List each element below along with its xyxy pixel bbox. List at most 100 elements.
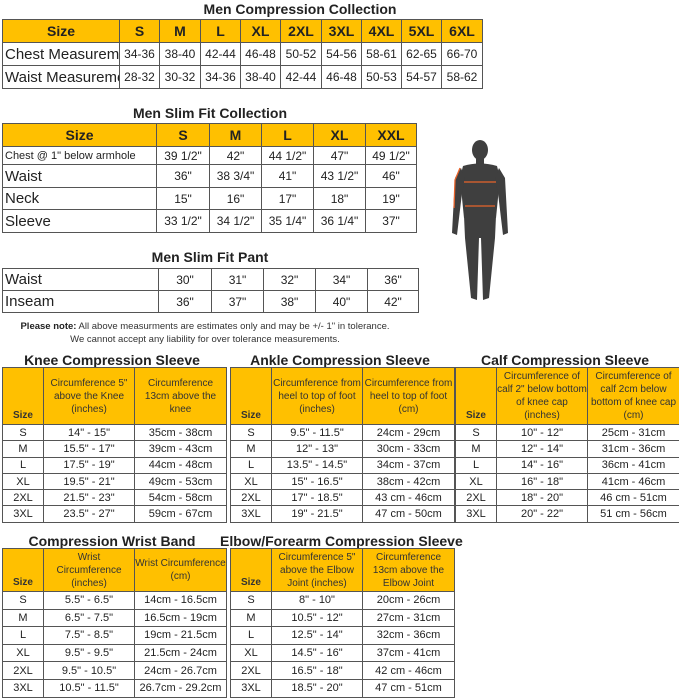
header-row: Size Circumference 5" above the Elbow Joi… [230,548,455,592]
size-cell: 2XL [230,489,272,507]
note-line1: All above measurments are estimates only… [76,321,390,332]
table-row: Waist 36" 38 3/4" 41" 43 1/2" 46" [2,164,417,188]
table-cell: 17" [261,187,314,210]
table-cell: 34-36 [200,65,241,89]
table-cell: 50-53 [361,65,402,89]
table-row: L 17.5" - 19" 44cm - 48cm [2,456,227,474]
table-cell: 46-48 [321,65,362,89]
table-cell: 41" [261,164,314,188]
table-cell: 41cm - 46cm [587,472,679,491]
calf-size-table: Size Circumference of calf 2" below botto… [455,367,679,523]
size-cell: M [2,608,44,628]
table-cell: 42-44 [280,65,322,89]
header-row: Size Circumference 5" above the Knee (inc… [2,367,227,425]
size-header: M [159,19,201,43]
size-cell: XL [230,472,272,491]
table-cell: 16.5cm - 19cm [134,608,227,628]
size-cell: L [230,626,272,645]
table-cell: 47 cm - 51cm [362,678,455,698]
knee-size-table: Size Circumference 5" above the Knee (inc… [2,367,227,523]
table-row: Waist Measurement28-3230-3234-3638-4042-… [2,65,483,89]
row-label: Waist [2,268,159,291]
size-cell: L [230,456,272,474]
knee-title: Knee Compression Sleeve [24,352,200,368]
table-cell: 36cm - 41cm [587,456,679,474]
column-header: Circumference of calf 2cm below bottom o… [587,367,679,425]
table-cell: 38-40 [240,65,281,89]
size-cell: XL [230,643,272,663]
table-cell: 5.5" - 6.5" [43,591,135,610]
table-cell: 38cm - 42cm [362,472,455,491]
table-row: S 9.5" - 11.5" 24cm - 29cm [230,423,455,442]
table-cell: 19.5" - 21" [43,472,135,491]
table-cell: 51 cm - 56cm [587,505,679,523]
tolerance-note: Please note: All above measurments are e… [5,320,405,346]
table-cell: 17.5" - 19" [43,456,135,474]
table-cell: 36" [158,290,212,313]
table-cell: 36" [156,164,210,188]
table-row: S 10" - 12" 25cm - 31cm [455,423,679,442]
table-row: 2XL 16.5" - 18" 42 cm - 46cm [230,661,455,680]
size-cell: 2XL [230,661,272,680]
table-cell: 20" - 22" [496,505,588,523]
table-cell: 54cm - 58cm [134,489,227,507]
table-cell: 12" - 13" [271,440,363,458]
size-cell: XL [2,472,44,491]
table-cell: 26.7cm - 29.2cm [134,678,227,698]
table-row: M 12" - 14" 31cm - 36cm [455,440,679,458]
table-cell: 20cm - 26cm [362,591,455,610]
table-cell: 50-52 [280,42,322,66]
table-cell: 19" [365,187,417,210]
size-header: 6XL [441,19,483,43]
table-cell: 13.5" - 14.5" [271,456,363,474]
table-row: XL 14.5" - 16" 37cm - 41cm [230,643,455,663]
row-label: Waist Measurement [2,65,120,89]
table-row: S 14" - 15" 35cm - 38cm [2,423,227,442]
table-cell: 27cm - 31cm [362,608,455,628]
note-line2: We cannot accept any liability for over … [70,334,340,345]
column-header: Wrist Circumference (cm) [134,548,227,592]
table-cell: 42" [367,290,419,313]
size-cell: XL [455,472,497,491]
calf-title: Calf Compression Sleeve [480,352,650,368]
table-row: 3XL 10.5" - 11.5" 26.7cm - 29.2cm [2,678,227,698]
table-row: 2XL 9.5" - 10.5" 24cm - 26.7cm [2,661,227,680]
table-cell: 14" - 16" [496,456,588,474]
table-cell: 14cm - 16.5cm [134,591,227,610]
size-cell: 3XL [2,505,44,523]
table-row: 3XL 23.5" - 27" 59cm - 67cm [2,505,227,523]
table-cell: 15" - 16.5" [271,472,363,491]
table-cell: 37cm - 41cm [362,643,455,663]
table-cell: 43 1/2" [313,164,366,188]
table-cell: 15" [156,187,210,210]
table-cell: 24cm - 26.7cm [134,661,227,680]
size-header: 5XL [401,19,442,43]
table-cell: 25cm - 31cm [587,423,679,442]
size-cell: 2XL [455,489,497,507]
table-cell: 44cm - 48cm [134,456,227,474]
table-cell: 18" - 20" [496,489,588,507]
table-row: L 14" - 16" 36cm - 41cm [455,456,679,474]
table-cell: 38" [263,290,316,313]
table-cell: 24cm - 29cm [362,423,455,442]
table-row: M 15.5" - 17" 39cm - 43cm [2,440,227,458]
row-label: Chest Measurement [2,42,120,66]
wrist-size-table: Size Wrist Circumference (inches) Wrist Ci… [2,548,227,698]
table-row: XL 19.5" - 21" 49cm - 53cm [2,472,227,491]
size-cell: 3XL [230,678,272,698]
table-cell: 46" [365,164,417,188]
size-column-header: Size [2,548,44,592]
table-row: Neck 15" 16" 17" 18" 19" [2,187,417,210]
size-cell: M [2,440,44,458]
table-cell: 47 cm - 50cm [362,505,455,523]
table-cell: 28-32 [119,65,160,89]
table-cell: 54-56 [321,42,362,66]
table-cell: 18.5" - 20" [271,678,363,698]
table-cell: 58-62 [441,65,483,89]
table-cell: 46-48 [240,42,281,66]
size-header: 2XL [280,19,322,43]
table-cell: 34cm - 37cm [362,456,455,474]
column-header: Wrist Circumference (inches) [43,548,135,592]
size-label-header: Size [2,19,120,43]
